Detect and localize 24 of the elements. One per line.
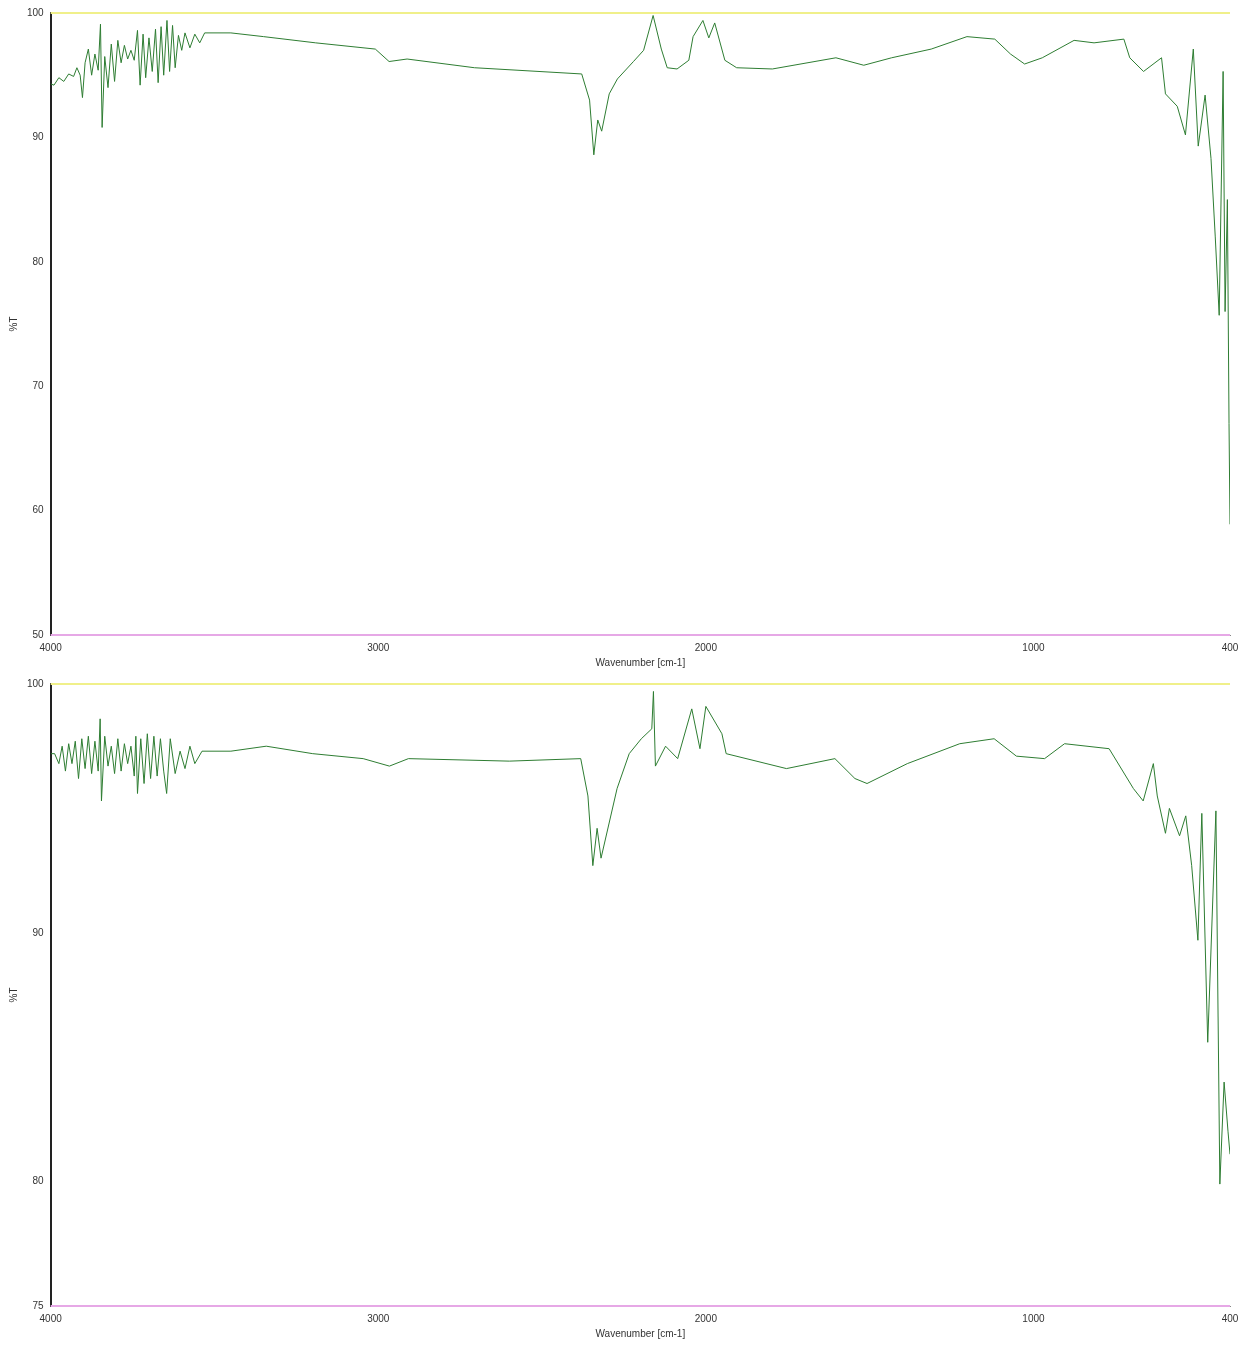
x-tick-label: 4000 [39, 641, 63, 653]
x-tick-label: 3000 [367, 641, 390, 653]
x-tick-label: 3000 [367, 1312, 390, 1324]
y-tick-label: 80 [32, 255, 45, 267]
y-tick-label: 60 [32, 504, 45, 516]
y-axis-title: %T [7, 316, 19, 332]
x-tick-label: 2000 [694, 641, 718, 653]
y-tick-label: 75 [32, 1299, 45, 1311]
y-tick-label: 80 [32, 1175, 45, 1187]
x-tick-label: 4000 [39, 1312, 63, 1324]
y-tick-label: 50 [32, 628, 45, 640]
x-tick-label: 2000 [694, 1312, 718, 1324]
x-axis-title: Wavenumber [cm-1] [595, 1327, 686, 1339]
y-tick-label: 90 [32, 926, 45, 938]
y-tick-label: 70 [32, 379, 45, 391]
y-tick-label: 90 [32, 131, 45, 143]
x-tick-label: 1000 [1022, 641, 1046, 653]
x-tick-label: 400 [1221, 641, 1239, 653]
y-tick-label: 100 [27, 6, 45, 18]
y-axis-title: %T [7, 987, 19, 1003]
y-tick-label: 100 [27, 677, 45, 689]
x-tick-label: 400 [1221, 1312, 1239, 1324]
x-axis-title: Wavenumber [cm-1] [595, 656, 686, 668]
x-tick-label: 1000 [1022, 1312, 1046, 1324]
